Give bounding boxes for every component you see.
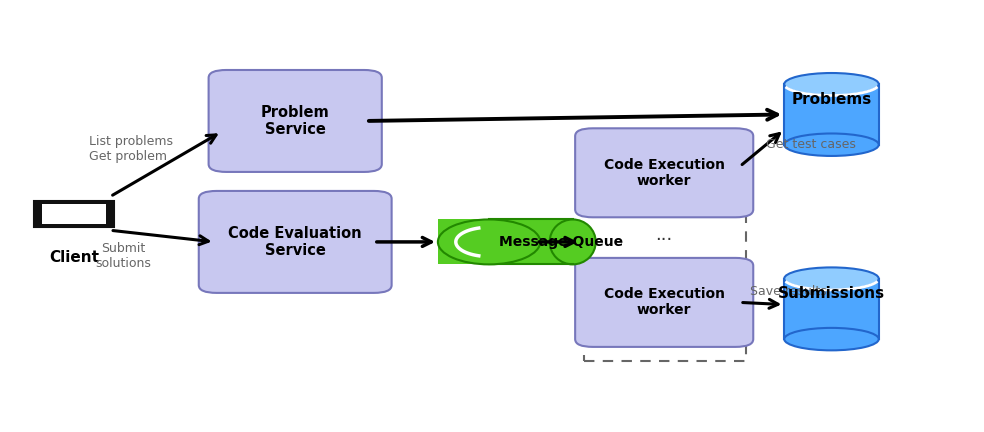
Text: Submissions: Submissions xyxy=(778,286,885,301)
Text: Get test cases: Get test cases xyxy=(766,138,855,151)
Text: Problems: Problems xyxy=(791,92,872,107)
Ellipse shape xyxy=(784,267,879,290)
Text: List problems
Get problem: List problems Get problem xyxy=(89,135,172,163)
Text: Submit
solutions: Submit solutions xyxy=(95,242,151,270)
Text: Code Execution
worker: Code Execution worker xyxy=(604,287,724,318)
FancyBboxPatch shape xyxy=(576,128,754,217)
Bar xyxy=(41,204,106,224)
FancyBboxPatch shape xyxy=(33,200,114,227)
Bar xyxy=(438,219,573,264)
FancyBboxPatch shape xyxy=(576,258,754,347)
Ellipse shape xyxy=(784,328,879,350)
Text: Code Evaluation
Service: Code Evaluation Service xyxy=(228,226,362,258)
Ellipse shape xyxy=(784,73,879,95)
Bar xyxy=(784,279,879,339)
Text: Problem
Service: Problem Service xyxy=(261,105,330,137)
Text: ...: ... xyxy=(655,226,673,245)
Circle shape xyxy=(438,219,540,264)
Ellipse shape xyxy=(550,219,595,264)
Text: Message Queue: Message Queue xyxy=(499,235,624,249)
Ellipse shape xyxy=(784,133,879,156)
FancyBboxPatch shape xyxy=(199,191,392,293)
Bar xyxy=(784,84,879,145)
Text: Code Execution
worker: Code Execution worker xyxy=(604,158,724,188)
Text: Save results: Save results xyxy=(750,285,827,298)
FancyBboxPatch shape xyxy=(209,70,382,172)
Text: Client: Client xyxy=(49,250,98,264)
Bar xyxy=(584,145,746,361)
